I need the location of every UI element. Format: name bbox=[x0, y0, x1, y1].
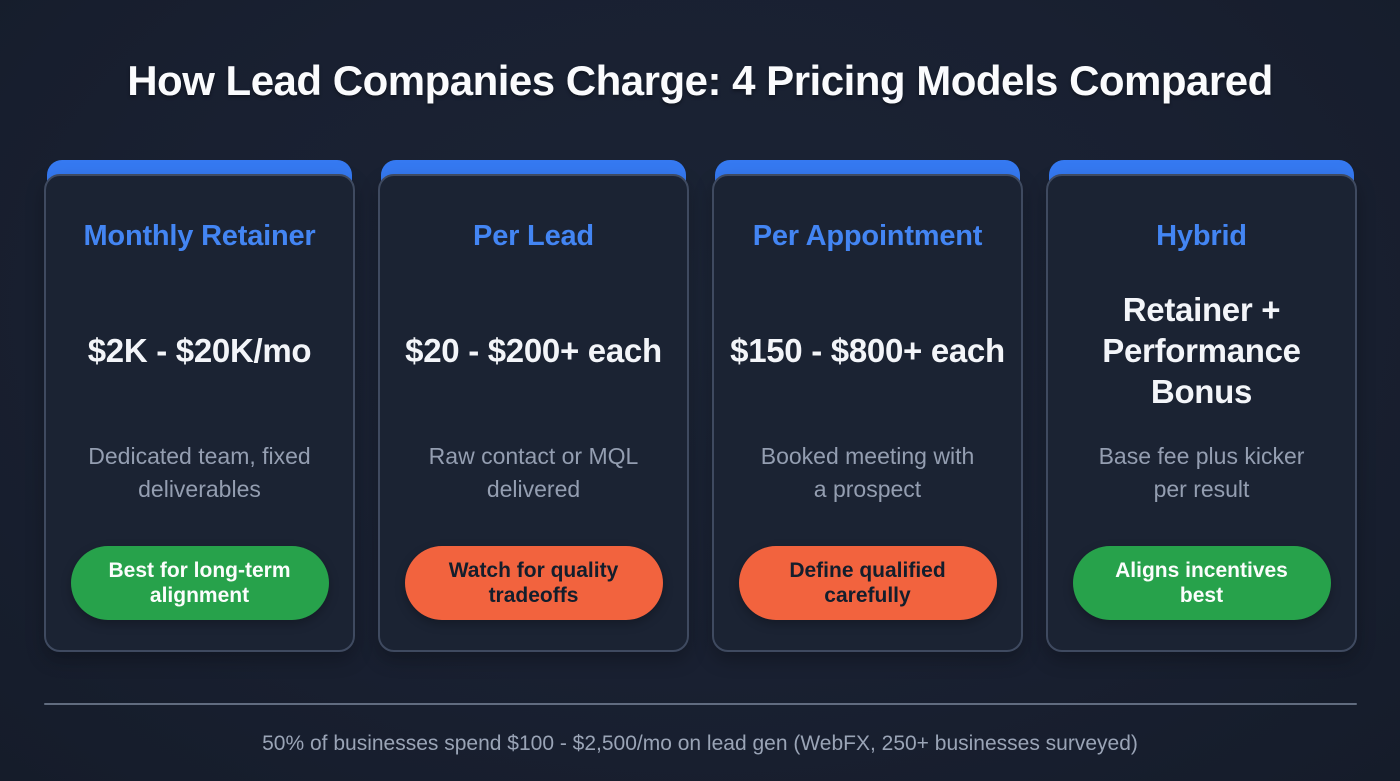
card-description: Base fee plus kicker per result bbox=[1098, 443, 1305, 502]
pricing-card-hybrid: Hybrid Retainer + Performance Bonus Base… bbox=[1046, 160, 1357, 652]
card-price-range: $20 - $200+ each bbox=[405, 331, 662, 369]
card-price-range: $2K - $20K/mo bbox=[87, 331, 312, 369]
pricing-cards-row: Monthly Retainer $2K - $20K/mo Dedicated… bbox=[44, 160, 1357, 652]
card-description: Dedicated team, fixed deliverables bbox=[88, 443, 311, 502]
page-title: How Lead Companies Charge: 4 Pricing Mod… bbox=[127, 57, 1273, 104]
card-badge: Aligns incentives best bbox=[1072, 546, 1331, 620]
card-body: Per Lead $20 - $200+ each Raw contact or… bbox=[378, 174, 689, 652]
footer-stat-note: 50% of businesses spend $100 - $2,500/mo… bbox=[262, 732, 1138, 755]
card-body: Monthly Retainer $2K - $20K/mo Dedicated… bbox=[44, 174, 355, 652]
pricing-card-per-lead: Per Lead $20 - $200+ each Raw contact or… bbox=[378, 160, 689, 652]
card-price-range: Retainer + Performance Bonus bbox=[1102, 290, 1301, 410]
footer-divider bbox=[44, 703, 1357, 705]
card-badge: Best for long-term alignment bbox=[70, 546, 329, 620]
card-title: Per Appointment bbox=[752, 220, 983, 252]
card-badge: Define qualified carefully bbox=[738, 546, 997, 620]
card-title: Hybrid bbox=[1156, 220, 1247, 252]
pricing-card-per-appointment: Per Appointment $150 - $800+ each Booked… bbox=[712, 160, 1023, 652]
card-badge: Watch for quality tradeoffs bbox=[404, 546, 663, 620]
card-price-range: $150 - $800+ each bbox=[730, 331, 1005, 369]
card-body: Per Appointment $150 - $800+ each Booked… bbox=[712, 174, 1023, 652]
card-description: Raw contact or MQL delivered bbox=[428, 443, 639, 502]
card-body: Hybrid Retainer + Performance Bonus Base… bbox=[1046, 174, 1357, 652]
card-title: Monthly Retainer bbox=[83, 220, 316, 252]
card-title: Per Lead bbox=[473, 220, 594, 252]
card-description: Booked meeting with a prospect bbox=[760, 443, 975, 502]
pricing-card-monthly-retainer: Monthly Retainer $2K - $20K/mo Dedicated… bbox=[44, 160, 355, 652]
